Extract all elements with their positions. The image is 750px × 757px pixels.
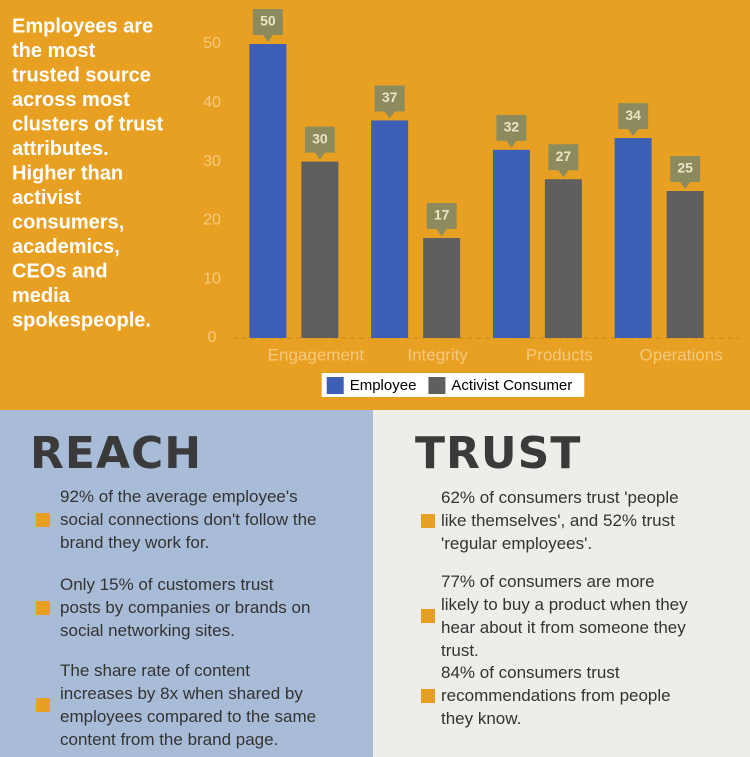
bar [301, 161, 339, 338]
intro-text: Employees are [12, 15, 153, 37]
value-label: 32 [504, 119, 520, 135]
intro-text: the most [12, 40, 96, 62]
item-line: 92% of the average employee's [60, 487, 298, 506]
legend-swatch [326, 377, 344, 394]
value-bubble [374, 85, 405, 119]
value-label: 27 [556, 148, 572, 164]
legend-swatch [428, 377, 446, 394]
legend-label: Employee [350, 377, 417, 394]
intro-text: spokespeople. [12, 309, 151, 331]
item-line: 'regular employees'. [441, 534, 593, 553]
intro-text: trusted source [12, 64, 151, 86]
item-line: 84% of consumers trust [441, 663, 620, 682]
item-line: brand they work for. [60, 533, 210, 552]
value-bubble [252, 9, 283, 42]
bullet [36, 600, 50, 615]
item-line: likely to buy a product when they [441, 595, 688, 614]
value-bubble [670, 156, 701, 189]
value-bubble [618, 103, 649, 137]
value-label: 34 [625, 107, 641, 123]
reach-panel: REACH 92% of the average employee's socia… [0, 410, 373, 757]
bullet [36, 512, 50, 527]
item-line: like themselves', and 52% trust [441, 511, 675, 530]
item-line: 77% of consumers are more [441, 572, 655, 591]
list-item: 92% of the average employee's social conn… [60, 485, 317, 554]
y-tick-label: 0 [208, 329, 217, 346]
intro-text: Higher than [12, 162, 123, 184]
legend-label: Activist Consumer [451, 377, 572, 394]
panel-title: TRUST [415, 428, 582, 479]
list-item: The share rate of content increases by 8x… [60, 659, 316, 751]
item-line: content from the brand page. [60, 730, 279, 749]
x-tick-label: Products [526, 345, 593, 364]
item-line: Only 15% of customers trust [60, 575, 274, 594]
item-line: The share rate of content [60, 661, 250, 680]
bar [249, 44, 287, 338]
item-line: 62% of consumers trust 'people [441, 488, 679, 507]
intro-text: clusters of trust [12, 113, 163, 135]
bar [371, 120, 409, 338]
x-tick-label: Operations [640, 345, 723, 364]
list-item: 62% of consumers trust 'people like thems… [441, 486, 679, 555]
value-label: 37 [382, 89, 398, 105]
value-bubble [548, 144, 579, 178]
intro-text: activist [12, 187, 81, 209]
y-tick-label: 30 [203, 153, 221, 170]
intro-text: across most [12, 89, 130, 111]
y-tick-label: 40 [203, 94, 221, 111]
x-tick-label: Engagement [268, 345, 365, 364]
x-tick-label: Integrity [407, 345, 468, 364]
item-line: increases by 8x when shared by [60, 684, 303, 703]
item-line: social networking sites. [60, 621, 235, 640]
value-label: 25 [677, 160, 693, 176]
value-bubble [496, 114, 527, 148]
bar [666, 191, 704, 338]
bar [544, 179, 582, 338]
item-line: hear about it from someone they [441, 618, 686, 637]
list-item: 84% of consumers trust recommendations fr… [441, 661, 671, 730]
intro-text: CEOs and [12, 260, 108, 282]
bar [614, 138, 652, 338]
bar [492, 149, 530, 338]
bar [423, 238, 461, 338]
panel-title: REACH [30, 428, 203, 479]
trust-panel: TRUST 62% of consumers trust 'people like… [373, 410, 750, 757]
value-bubble [426, 203, 457, 237]
y-tick-label: 20 [203, 212, 221, 229]
item-line: they know. [441, 709, 522, 728]
value-bubble [304, 126, 335, 160]
y-tick-label: 10 [203, 270, 221, 287]
value-label: 30 [312, 130, 328, 146]
intro-text: media [12, 285, 71, 307]
intro-text: academics, [12, 236, 120, 258]
value-label: 50 [260, 13, 276, 29]
item-line: trust. [441, 641, 479, 660]
item-line: recommendations from people [441, 686, 671, 705]
bullet [36, 698, 50, 712]
intro-text: consumers, [12, 211, 124, 233]
list-item: Only 15% of customers trust posts by comp… [60, 573, 310, 642]
list-item: 77% of consumers are more likely to buy a… [441, 570, 688, 662]
item-line: social connections don't follow the [60, 510, 317, 529]
item-line: employees compared to the same [60, 707, 317, 726]
bullet [421, 688, 435, 703]
bullet [421, 609, 435, 623]
intro-text: attributes. [12, 138, 109, 160]
legend-box [321, 373, 585, 397]
y-tick-label: 50 [203, 35, 221, 52]
value-label: 17 [434, 207, 450, 223]
item-line: posts by companies or brands on [60, 598, 311, 617]
bullet [421, 513, 435, 528]
